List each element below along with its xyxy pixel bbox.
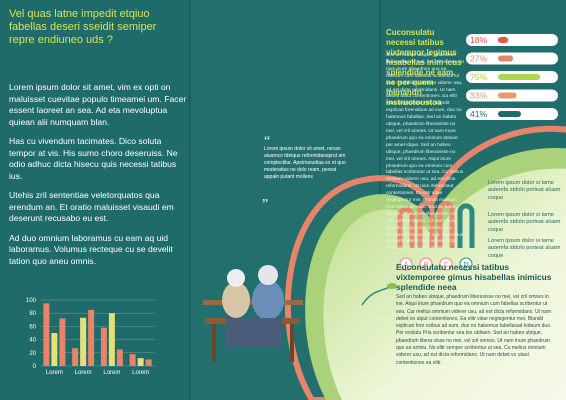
arch xyxy=(437,200,455,248)
bar xyxy=(43,303,50,366)
progress-fill xyxy=(498,92,517,99)
progress-bars: 18% 27% 75% 33% 41% xyxy=(466,34,558,120)
bench-leg xyxy=(212,324,216,362)
note: Lorem ipsum dolor si tame autemfa stdolo… xyxy=(488,212,561,233)
bar xyxy=(88,309,95,366)
y-tick-label: 100 xyxy=(26,298,37,304)
y-tick-label: 40 xyxy=(29,338,36,344)
letter-badge xyxy=(459,257,473,271)
letter-badge xyxy=(439,257,453,271)
arch xyxy=(417,200,435,248)
arch xyxy=(397,207,415,248)
y-tick-label: 60 xyxy=(29,324,36,330)
note: Lorem ipsum dolor si tame autemfa stdolo… xyxy=(488,180,561,201)
quote-mark: “ xyxy=(264,134,270,149)
letter-badge xyxy=(419,257,433,271)
letter: B xyxy=(424,262,429,269)
bottom-heading: Euconsulatu necessi tatibus vixtemporee … xyxy=(396,262,552,292)
progress-fill xyxy=(498,55,514,62)
paragraph: Has cu vivendum tacimates. Dico soluta t… xyxy=(9,136,178,181)
letter: C xyxy=(443,262,448,269)
bar xyxy=(145,359,152,366)
paragraph: Ad duo omnium laboramus cu eam aq uid la… xyxy=(9,232,173,266)
letter: A xyxy=(404,262,409,269)
progress-label: 33% xyxy=(470,91,487,101)
figure xyxy=(222,282,250,318)
heart-outline xyxy=(285,125,566,400)
bar xyxy=(129,354,136,366)
bar xyxy=(51,333,58,366)
bar xyxy=(80,317,87,366)
right-body: Sed an habeo ubique, phaedrum liberaviss… xyxy=(386,53,464,252)
progress-fill xyxy=(498,37,509,43)
left-chart: 0 20 40 60 80 100 Lorem Lorem Lorem Lorem xyxy=(26,298,155,376)
heart xyxy=(323,168,566,400)
bar xyxy=(100,327,107,366)
progress-track xyxy=(466,34,558,46)
bar xyxy=(116,349,123,366)
progress-label: 27% xyxy=(470,54,487,64)
letter: D xyxy=(463,262,468,269)
letter-badge xyxy=(399,257,413,271)
progress-label: 41% xyxy=(470,109,487,119)
bench-leg xyxy=(290,324,294,362)
y-tick-label: 0 xyxy=(33,364,37,370)
leaf xyxy=(387,283,397,289)
x-tick-label: Lorem xyxy=(46,370,63,376)
x-tick-label: Lorem xyxy=(132,370,149,376)
figure-head xyxy=(227,269,245,287)
progress-fill xyxy=(498,74,540,80)
legs xyxy=(226,318,282,348)
progress-fill xyxy=(498,111,521,117)
bar xyxy=(137,358,144,366)
left-heading: Vel quas latne impedit etqiuo fabellas d… xyxy=(9,8,157,46)
quote: Lorem ipsum dolor sit amet, necan aluamc… xyxy=(264,146,346,180)
arch xyxy=(457,203,475,248)
bar xyxy=(72,348,79,366)
y-tick-label: 20 xyxy=(29,351,36,357)
bar xyxy=(108,313,115,366)
progress-label: 75% xyxy=(470,72,487,82)
bottom-body: Sed an habeo ubique, phaedrum liberaviss… xyxy=(396,294,552,366)
bar xyxy=(59,318,66,366)
progress-label: 18% xyxy=(470,35,487,45)
note: Lorem ipsum dolor si tame autemfa stdolo… xyxy=(488,238,561,259)
paragraph: Lorem ipsum dolor sit amet, vim ex opti … xyxy=(9,82,187,127)
left-page xyxy=(0,0,190,400)
left-text: Lorem ipsum dolor sit amet, vim ex opti … xyxy=(9,82,187,275)
y-tick-label: 80 xyxy=(29,311,36,317)
figure-head xyxy=(258,265,278,285)
quote-mark: ” xyxy=(262,197,268,212)
paragraph: Utehis zril sententiae veletorquatos qua… xyxy=(9,190,174,223)
right-heading: Cuconsulatu necessi tatibus vixtempor le… xyxy=(386,28,462,107)
x-tick-label: Lorem xyxy=(75,370,92,376)
arch-chart: A B C D xyxy=(397,200,475,271)
figure xyxy=(252,280,284,320)
bench-illustration xyxy=(203,265,397,362)
x-tick-label: Lorem xyxy=(103,370,120,376)
